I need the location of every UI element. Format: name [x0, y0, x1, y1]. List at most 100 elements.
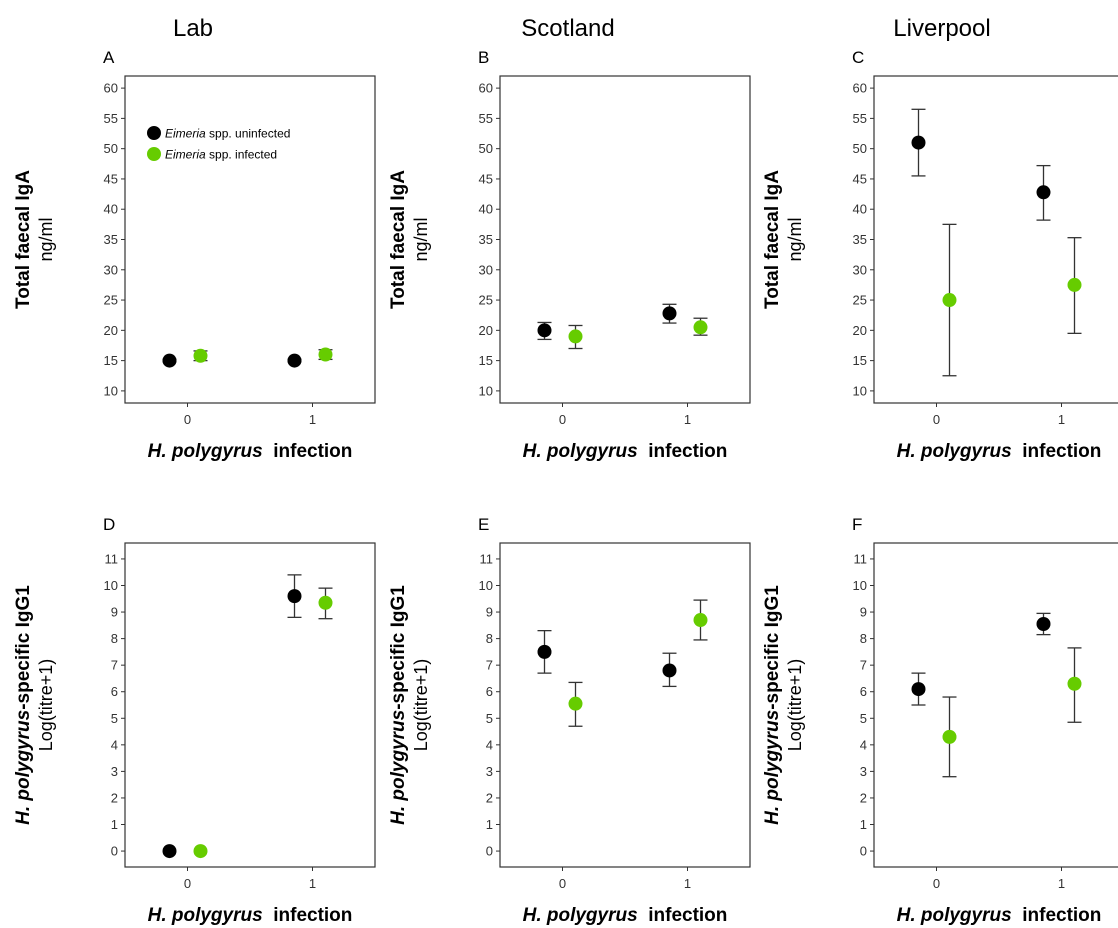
- y-tick-label: 10: [104, 383, 118, 398]
- y-tick-label: 5: [486, 711, 493, 726]
- y-axis-label: Total faecal IgA: [388, 170, 409, 309]
- x-tick-label: 1: [309, 412, 316, 427]
- y-tick-label: 10: [479, 383, 493, 398]
- data-point-infected: [193, 844, 208, 859]
- y-tick-label: 11: [480, 551, 494, 566]
- panel-letter: D: [103, 515, 115, 534]
- y-tick-label: 4: [860, 737, 867, 752]
- panel-letter: A: [103, 48, 115, 67]
- y-tick-label: 5: [860, 711, 867, 726]
- y-tick-label: 10: [853, 578, 867, 593]
- y-tick-label: 15: [479, 353, 493, 368]
- legend-label-genus: Eimeria: [165, 148, 206, 162]
- x-axis-label-rest: infection: [1012, 441, 1102, 462]
- y-tick-label: 9: [111, 605, 118, 620]
- legend-label-rest: spp. infected: [206, 148, 277, 162]
- y-tick-label: 7: [860, 658, 867, 673]
- y-axis-unit: Log(titre+1): [411, 659, 431, 752]
- data-point-infected: [942, 293, 957, 308]
- x-axis-label-rest: infection: [638, 905, 728, 926]
- y-tick-label: 45: [853, 171, 867, 186]
- y-tick-label: 10: [104, 578, 118, 593]
- x-axis-label-species: H. polygyrus: [897, 905, 1012, 926]
- y-tick-label: 20: [479, 323, 493, 338]
- data-point-uninfected: [537, 323, 552, 338]
- data-point-infected: [942, 729, 957, 744]
- x-axis-label-species: H. polygyrus: [523, 905, 638, 926]
- panel-frame: [124, 542, 376, 868]
- data-point-infected: [318, 347, 333, 362]
- column-title-liverpool: Liverpool: [893, 15, 990, 42]
- y-tick-label: 30: [853, 262, 867, 277]
- column-title-lab: Lab: [173, 15, 213, 42]
- y-tick-label: 40: [104, 202, 118, 217]
- x-tick-label: 0: [559, 412, 566, 427]
- panel-letter: C: [852, 48, 864, 67]
- y-tick-label: 11: [854, 551, 868, 566]
- y-axis-unit: ng/ml: [785, 217, 805, 261]
- data-point-infected: [318, 595, 333, 610]
- panel-frame: [873, 542, 1118, 868]
- x-axis-label-rest: infection: [263, 441, 353, 462]
- column-title-scotland: Scotland: [521, 15, 614, 42]
- data-point-infected: [1067, 676, 1082, 691]
- y-tick-label: 9: [860, 605, 867, 620]
- data-point-uninfected: [287, 353, 302, 368]
- y-axis-label: Total faecal IgA: [13, 170, 34, 309]
- x-tick-label: 1: [684, 412, 691, 427]
- x-axis-label-species: H. polygyrus: [523, 441, 638, 462]
- x-axis-label-species: H. polygyrus: [897, 441, 1012, 462]
- data-point-uninfected: [911, 682, 926, 697]
- y-tick-label: 8: [486, 631, 493, 646]
- y-axis-unit: Log(titre+1): [785, 659, 805, 752]
- legend-label-genus: Eimeria: [165, 127, 206, 141]
- y-tick-label: 50: [104, 141, 118, 156]
- x-axis-label-rest: infection: [638, 441, 728, 462]
- y-tick-label: 1: [860, 817, 867, 832]
- x-tick-label: 1: [1058, 876, 1065, 891]
- y-tick-label: 1: [111, 817, 118, 832]
- y-tick-label: 35: [104, 232, 118, 247]
- y-tick-label: 50: [853, 141, 867, 156]
- y-tick-label: 0: [486, 844, 493, 859]
- y-tick-label: 25: [104, 293, 118, 308]
- y-axis-label: Total faecal IgA: [762, 170, 783, 309]
- data-point-uninfected: [162, 844, 177, 859]
- x-tick-label: 0: [559, 876, 566, 891]
- y-axis-label-main: -specific IgG1: [388, 585, 409, 710]
- x-tick-label: 0: [933, 412, 940, 427]
- y-axis-label: H. polygyrus-specific IgG1: [762, 585, 783, 825]
- y-axis-label-species: H. polygyrus: [388, 710, 409, 825]
- y-axis-label-species: H. polygyrus: [762, 710, 783, 825]
- y-tick-label: 4: [486, 737, 493, 752]
- y-tick-label: 6: [111, 684, 118, 699]
- y-axis-label: H. polygyrus-specific IgG1: [388, 585, 409, 825]
- y-tick-label: 45: [104, 171, 118, 186]
- y-tick-label: 3: [860, 764, 867, 779]
- y-tick-label: 60: [479, 81, 493, 96]
- y-tick-label: 7: [111, 658, 118, 673]
- panel-frame: [873, 75, 1118, 404]
- data-point-uninfected: [1036, 617, 1051, 631]
- x-tick-label: 0: [933, 876, 940, 891]
- y-tick-label: 1: [486, 817, 493, 832]
- y-tick-label: 2: [111, 790, 118, 805]
- data-point-infected: [568, 696, 583, 711]
- y-axis-unit: ng/ml: [411, 217, 431, 261]
- y-tick-label: 30: [479, 262, 493, 277]
- x-tick-label: 0: [184, 876, 191, 891]
- y-tick-label: 0: [111, 844, 118, 859]
- panel-frame: [499, 542, 751, 868]
- legend-marker: [147, 147, 161, 161]
- panel-b: B 10 15 20 25 30 35 40 45 50 55 60 0 1 H. polygyrus in…: [388, 48, 751, 462]
- panel-frame: [499, 75, 751, 404]
- y-axis-label-main: Total faecal IgA: [762, 170, 783, 309]
- y-tick-label: 15: [853, 353, 867, 368]
- y-tick-label: 45: [479, 171, 493, 186]
- data-point-infected: [568, 329, 583, 344]
- y-tick-label: 8: [111, 631, 118, 646]
- y-tick-label: 6: [860, 684, 867, 699]
- legend-label: Eimeria spp. uninfected: [165, 127, 290, 141]
